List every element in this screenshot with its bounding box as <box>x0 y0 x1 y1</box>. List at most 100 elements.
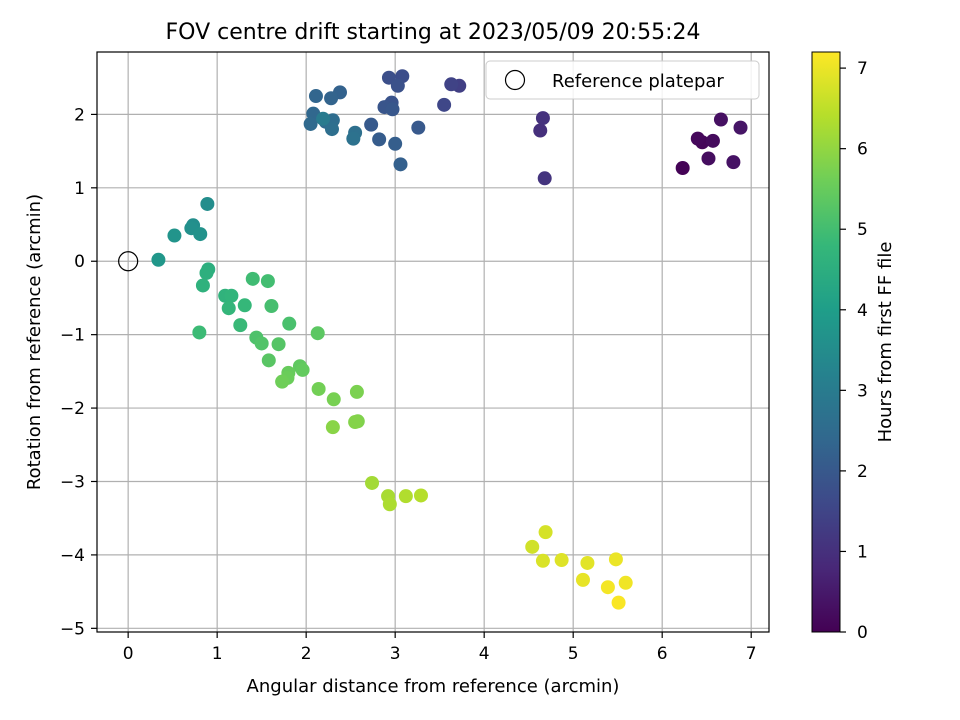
reference-platepar-marker <box>118 251 139 272</box>
x-axis-ticks: 0 1 2 3 4 5 6 7 <box>123 632 757 664</box>
scatter-point <box>554 553 569 568</box>
scatter-point <box>393 157 408 172</box>
scatter-point <box>324 91 339 106</box>
scatter-point <box>346 131 361 146</box>
x-axis-label: Angular distance from reference (arcmin) <box>247 676 620 697</box>
scatter-point <box>444 77 459 92</box>
scatter-point <box>701 151 716 166</box>
y-tick-label: −1 <box>60 326 85 346</box>
scatter-point <box>295 362 310 377</box>
scatter-point <box>303 116 318 131</box>
scatter-point <box>618 575 633 590</box>
x-tick-label: 7 <box>746 644 757 664</box>
colorbar-tick-label: 4 <box>857 301 868 321</box>
scatter-point <box>311 381 326 396</box>
scatter-point <box>254 336 269 351</box>
colorbar-tick-label: 6 <box>857 140 868 160</box>
y-axis-label: Rotation from reference (arcmin) <box>24 194 45 490</box>
scatter-point <box>411 120 426 135</box>
scatter-point <box>538 525 553 540</box>
scatter-point <box>382 497 397 512</box>
colorbar-label: Hours from first FF file <box>875 242 896 443</box>
scatter-point <box>271 337 286 352</box>
colorbar-tick-label: 2 <box>857 462 868 482</box>
scatter-point <box>705 133 720 148</box>
scatter-point <box>580 555 595 570</box>
scatter-point <box>388 136 403 151</box>
scatter-point <box>316 111 331 126</box>
scatter-point <box>733 120 748 135</box>
scatter-point <box>310 326 325 341</box>
scatter-point <box>690 131 705 146</box>
scatter-point <box>264 299 279 314</box>
y-tick-label: −5 <box>60 619 85 639</box>
scatter-point <box>151 252 166 267</box>
legend: Reference platepar <box>485 60 760 100</box>
scatter-point <box>713 112 728 127</box>
scatter-point <box>260 274 275 289</box>
plot-area-frame <box>96 51 770 633</box>
scatter-point <box>233 318 248 333</box>
scatter-point <box>365 475 380 490</box>
x-tick-label: 1 <box>212 644 223 664</box>
scatter-point <box>195 278 210 293</box>
reference-marker-group <box>118 251 139 272</box>
x-tick-label: 6 <box>657 644 668 664</box>
y-tick-label: 1 <box>74 179 85 199</box>
colorbar <box>811 51 841 633</box>
y-tick-label: −2 <box>60 399 85 419</box>
scatter-point <box>611 595 626 610</box>
scatter-point <box>413 488 428 503</box>
scatter-point <box>381 70 396 85</box>
colorbar-tick-label: 7 <box>857 59 868 79</box>
scatter-point <box>364 117 379 132</box>
y-tick-label: 0 <box>74 252 85 272</box>
scatter-point <box>525 539 540 554</box>
scatter-point <box>221 301 236 316</box>
scatter-point <box>308 89 323 104</box>
scatter-point <box>372 132 387 147</box>
scatter-point <box>535 553 550 568</box>
scatter-point <box>325 420 340 435</box>
colorbar-tick-label: 0 <box>857 623 868 643</box>
y-tick-label: −4 <box>60 546 85 566</box>
legend-marker-open-circle <box>504 69 526 91</box>
scatter-point <box>437 97 452 112</box>
scatter-point <box>675 161 690 175</box>
y-tick-label: −3 <box>60 472 85 492</box>
scatter-point <box>575 572 590 587</box>
scatter-point <box>348 415 363 430</box>
scatter-point <box>385 102 400 117</box>
scatter-point <box>398 489 413 504</box>
scatter-point <box>390 78 405 93</box>
chart-title: FOV centre drift starting at 2023/05/09 … <box>166 20 701 45</box>
y-tick-label: 2 <box>74 105 85 125</box>
scatter-point <box>282 316 297 331</box>
legend-label: Reference platepar <box>552 71 724 92</box>
scatter-point <box>275 374 290 389</box>
x-tick-label: 4 <box>479 644 490 664</box>
scatter-point <box>608 552 623 567</box>
scatter-point <box>326 392 341 407</box>
scatter-point <box>237 298 252 313</box>
x-tick-label: 0 <box>123 644 134 664</box>
scatter-point <box>600 580 615 595</box>
scatter-point <box>533 123 548 138</box>
scatter-point <box>535 111 550 126</box>
scatter-point <box>537 171 552 186</box>
scatter-points <box>151 69 748 610</box>
scatter-point <box>192 325 207 340</box>
colorbar-ticks: 0 1 2 3 4 5 6 7 <box>840 59 868 643</box>
scatter-point <box>245 271 260 286</box>
scatter-point <box>261 353 276 368</box>
scatter-point <box>349 384 364 399</box>
scatter-point <box>193 227 208 242</box>
scatter-point <box>167 228 182 243</box>
scatter-point <box>199 265 214 280</box>
scatter-point <box>324 122 339 137</box>
x-tick-label: 5 <box>568 644 579 664</box>
colorbar-tick-label: 3 <box>857 381 868 401</box>
y-axis-ticks: −5 −4 −3 −2 −1 0 1 2 <box>60 105 97 639</box>
colorbar-tick-label: 1 <box>857 542 868 562</box>
